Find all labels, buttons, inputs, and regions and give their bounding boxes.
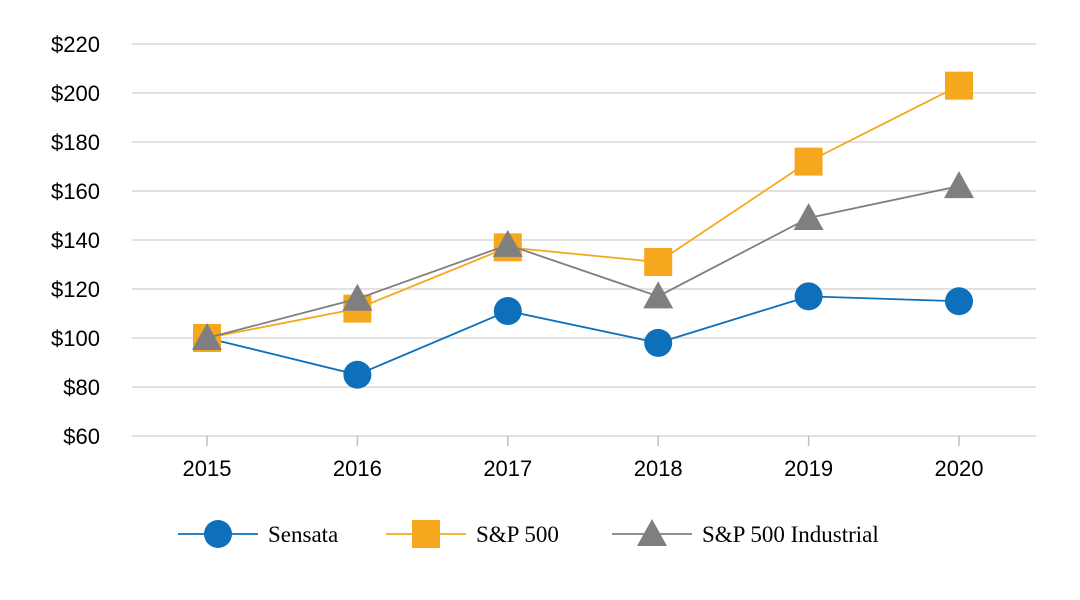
x-tick-label: 2020 [935, 456, 984, 481]
series-sensata [193, 282, 973, 389]
x-tick-label: 2018 [634, 456, 683, 481]
data-point-square [794, 147, 823, 176]
legend-label: S&P 500 Industrial [702, 522, 879, 547]
data-point-triangle [492, 229, 523, 257]
legend-label: S&P 500 [476, 522, 559, 547]
series-group [192, 71, 974, 389]
data-point-circle [945, 287, 973, 316]
data-point-square [644, 248, 673, 277]
data-point-triangle [643, 281, 674, 309]
data-point-triangle [342, 283, 373, 311]
y-tick-label: $140 [51, 228, 100, 253]
data-point-square [945, 71, 973, 100]
x-tick-label: 2017 [483, 456, 532, 481]
legend-item: S&P 500 [386, 520, 559, 548]
y-tick-label: $120 [51, 277, 100, 302]
series-line [206, 295, 960, 376]
x-tick-label: 2015 [183, 456, 232, 481]
x-axis-ticks: 2015 2016 2017 2018 2019 2020 [183, 436, 984, 481]
data-point-circle [794, 282, 823, 311]
data-point-circle [644, 328, 673, 357]
series-line [206, 84, 960, 339]
series-line [206, 185, 960, 339]
legend: Sensata S&P 500 S&P 500 Industrial [178, 519, 879, 548]
data-point-circle [343, 360, 372, 389]
x-tick-label: 2016 [333, 456, 382, 481]
data-point-circle [493, 297, 522, 326]
y-tick-label: $80 [63, 375, 100, 400]
x-tick-label: 2019 [784, 456, 833, 481]
y-tick-label: $60 [63, 424, 100, 449]
series-s-p-500-industrial [192, 171, 974, 350]
y-tick-label: $220 [51, 32, 100, 57]
y-tick-label: $180 [51, 130, 100, 155]
data-point-triangle [793, 202, 824, 230]
y-axis-ticks: $60 $80 $100 $120 $140 $160 $180 $200 $220 [51, 32, 100, 449]
legend-marker-circle [204, 520, 232, 548]
y-tick-label: $160 [51, 179, 100, 204]
y-tick-label: $200 [51, 81, 100, 106]
legend-item: Sensata [178, 520, 338, 548]
legend-marker-square [412, 520, 440, 548]
legend-item: S&P 500 Industrial [612, 519, 879, 547]
series-s-p-500 [193, 71, 973, 352]
data-point-triangle [944, 171, 974, 199]
gridlines [132, 43, 1036, 388]
legend-marker-triangle [637, 519, 667, 546]
data-point-triangle [192, 323, 222, 350]
legend-label: Sensata [268, 522, 338, 547]
y-tick-label: $100 [51, 326, 100, 351]
